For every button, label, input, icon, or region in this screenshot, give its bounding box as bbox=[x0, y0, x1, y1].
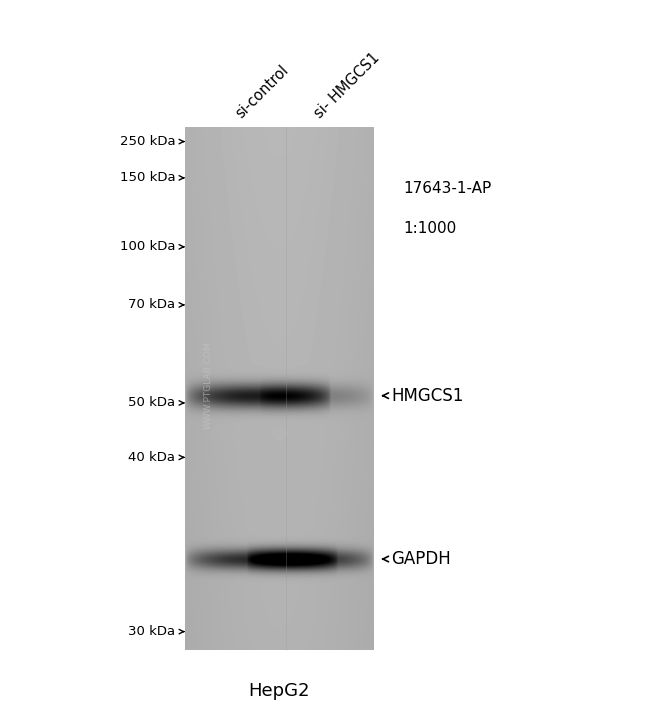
Text: si- HMGCS1: si- HMGCS1 bbox=[311, 50, 382, 121]
Text: WWW.PTGLAB.COM: WWW.PTGLAB.COM bbox=[203, 341, 213, 428]
Text: HepG2: HepG2 bbox=[249, 682, 310, 701]
Text: GAPDH: GAPDH bbox=[391, 550, 451, 568]
Text: 1:1000: 1:1000 bbox=[403, 221, 456, 236]
Text: 30 kDa: 30 kDa bbox=[128, 625, 176, 638]
Text: 150 kDa: 150 kDa bbox=[120, 171, 176, 184]
Text: 100 kDa: 100 kDa bbox=[120, 240, 176, 253]
Text: 70 kDa: 70 kDa bbox=[128, 298, 176, 311]
Text: 40 kDa: 40 kDa bbox=[129, 451, 176, 464]
Text: HMGCS1: HMGCS1 bbox=[391, 387, 463, 404]
Text: 250 kDa: 250 kDa bbox=[120, 135, 176, 148]
Text: 50 kDa: 50 kDa bbox=[128, 396, 176, 409]
Text: 17643-1-AP: 17643-1-AP bbox=[403, 182, 491, 196]
Text: si-control: si-control bbox=[233, 62, 292, 121]
